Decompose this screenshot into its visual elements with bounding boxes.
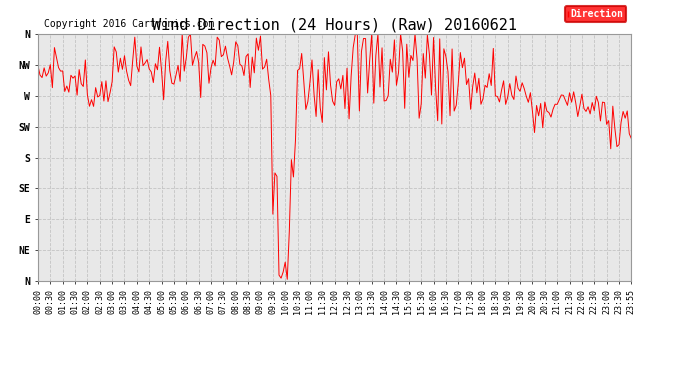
Title: Wind Direction (24 Hours) (Raw) 20160621: Wind Direction (24 Hours) (Raw) 20160621 (152, 18, 517, 33)
Text: Copyright 2016 Cartronics.com: Copyright 2016 Cartronics.com (44, 19, 215, 29)
Legend: Direction: Direction (565, 6, 627, 22)
